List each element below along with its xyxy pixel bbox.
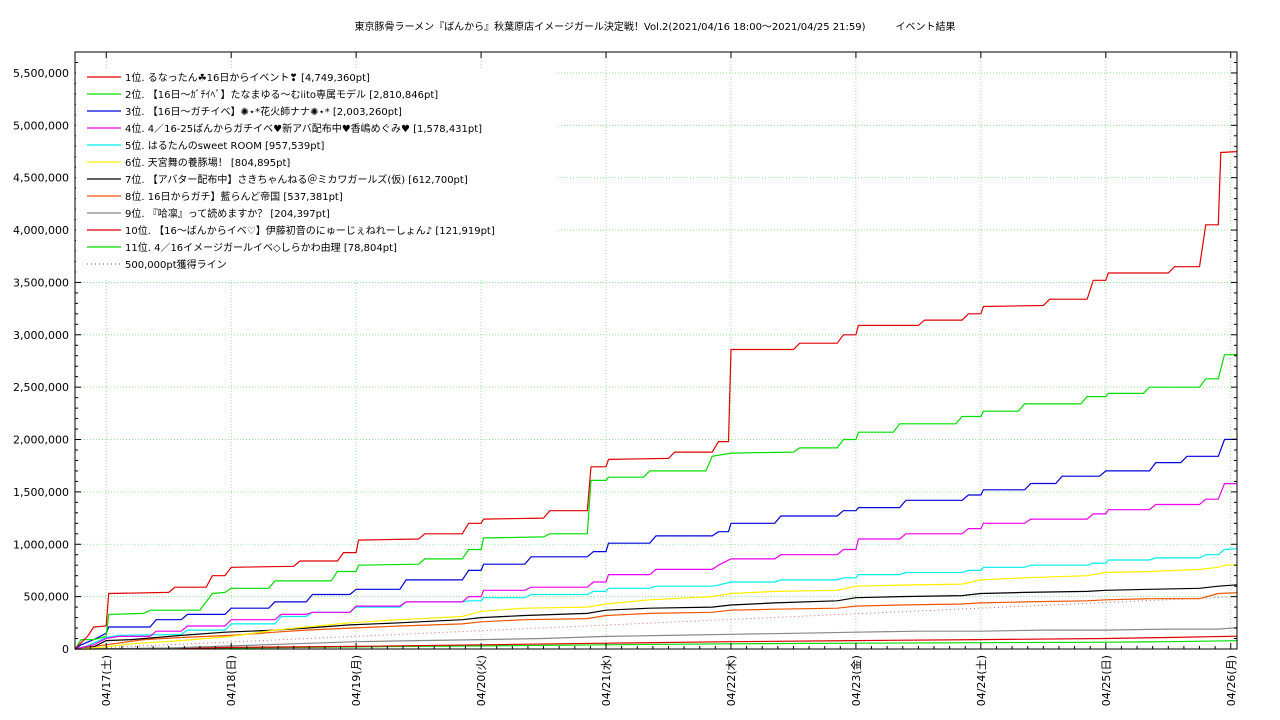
legend-label: 10位. 【16〜ばんからイベ♡】伊藤初音のにゅーじぇねれーしょん♪ [121,… xyxy=(125,224,495,237)
legend-label: 11位. 4／16イメージガールイベ◇しらかわ由理 [78,804pt] xyxy=(125,241,397,254)
series-line-4 xyxy=(74,482,1238,650)
legend-label: 2位. 【16日〜ｶﾞﾁｲﾍﾞ】たなまゆる〜むiito専属モデル [2,810,… xyxy=(125,88,438,101)
legend-label: 1位. るなったん☘16日からイベント❣ [4,749,360pt] xyxy=(125,71,370,84)
x-tick-label: 04/23(金) xyxy=(849,655,863,706)
series-line-7 xyxy=(74,584,1238,650)
axes: 0 500,000 1,000,000 1,500,000 2,000,000 2,500… xyxy=(13,52,1238,706)
legend-label: 6位. 天宮舞の養豚場！ [804,895pt] xyxy=(125,156,290,169)
x-tick-label: 04/20(火) xyxy=(475,655,488,706)
legend-background xyxy=(76,68,556,280)
y-tick-label: 2,500,000 xyxy=(13,381,69,394)
legend-label: 3位. 【16日〜ガチイベ】✺⋆*花火師ナナ✺⋆* [2,003,260pt] xyxy=(125,105,402,118)
x-tick-label: 04/18(日) xyxy=(225,655,238,706)
y-tick-label: 3,500,000 xyxy=(13,276,69,289)
series-layer xyxy=(74,151,1238,650)
chart-title: 東京豚骨ラーメン『ばんから』秋葉原店イメージガール決定戦！Vol.2(2021/… xyxy=(355,20,956,33)
series-line-5 xyxy=(74,548,1238,650)
plot-frame xyxy=(74,51,1238,650)
legend-label: 9位. 『哈凛』って読めますか？ [204,397pt] xyxy=(125,207,330,220)
y-tick-label: 0 xyxy=(62,643,69,656)
legend-label: 7位. 【アバター配布中】さきちゃんねる＠ミカワガールズ(仮) [612,700… xyxy=(125,173,468,186)
x-tick-label: 04/25(日) xyxy=(1100,655,1113,706)
x-tick-label: 04/22(木) xyxy=(725,655,738,706)
series-line-9 xyxy=(74,627,1238,650)
series-line-10 xyxy=(74,635,1238,650)
y-tick-label: 1,500,000 xyxy=(13,486,69,499)
legend-label: 5位. はるたんのsweet ROOM [957,539pt] xyxy=(125,139,325,152)
y-tick-label: 5,000,000 xyxy=(13,119,69,132)
series-line-2 xyxy=(74,354,1238,650)
x-tick-label: 04/26(月) xyxy=(1225,655,1238,706)
legend-label: 4位. 4／16-25ばんからガチイベ♥新アバ配布中♥香嶋めぐみ♥ [1,578… xyxy=(125,122,482,135)
y-tick-label: 4,000,000 xyxy=(13,224,69,237)
legend: 1位. るなったん☘16日からイベント❣ [4,749,360pt] 2位. 【1… xyxy=(76,68,556,280)
x-tick-label: 04/24(土) xyxy=(975,655,988,706)
y-tick-label: 3,000,000 xyxy=(13,329,69,342)
legend-label: 8位. 16日からガチ】藍らんど帝国 [537,381pt] xyxy=(125,190,343,203)
series-line-1 xyxy=(74,151,1238,650)
y-tick-label: 4,500,000 xyxy=(13,172,69,185)
x-tick-label: 04/17(土) xyxy=(100,655,113,706)
y-tick-label: 500,000 xyxy=(24,591,70,604)
series-line-6 xyxy=(74,564,1238,650)
series-line-3 xyxy=(74,438,1238,650)
legend-label: 500,000pt獲得ライン xyxy=(125,258,227,271)
y-tick-label: 5,500,000 xyxy=(13,67,69,80)
y-tick-label: 2,000,000 xyxy=(13,434,69,447)
x-tick-label: 04/19(月) xyxy=(350,655,363,706)
y-tick-label: 1,000,000 xyxy=(13,538,69,551)
x-tick-label: 04/21(水) xyxy=(600,655,613,706)
series-line-12 xyxy=(74,596,1238,650)
series-line-8 xyxy=(74,592,1238,650)
